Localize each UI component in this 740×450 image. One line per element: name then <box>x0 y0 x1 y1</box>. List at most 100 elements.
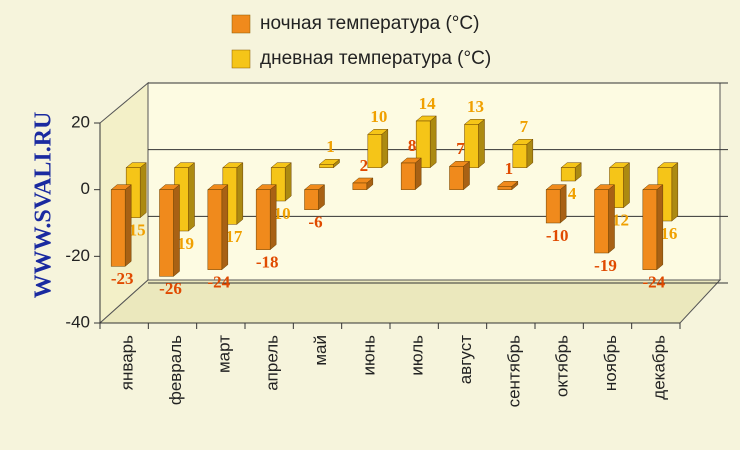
bar-front <box>207 189 223 270</box>
bar-front <box>545 189 561 224</box>
bar-front <box>464 124 479 168</box>
bar-side <box>559 184 567 224</box>
bar-side <box>284 162 292 202</box>
x-tick-label: июнь <box>359 335 378 376</box>
bar <box>560 162 582 182</box>
value-label: -24 <box>207 273 230 292</box>
x-tick-label: сентябрь <box>504 335 523 408</box>
bar <box>512 138 534 169</box>
bar-front <box>159 189 174 277</box>
value-label: -6 <box>308 213 322 232</box>
bar-side <box>623 162 630 209</box>
value-label: -19 <box>594 256 617 275</box>
x-tick-label: май <box>311 335 330 366</box>
value-label: -26 <box>159 279 182 298</box>
value-label: 19 <box>177 234 194 253</box>
bar-front <box>319 164 334 168</box>
bar <box>367 128 389 169</box>
value-label: -18 <box>256 253 279 272</box>
bar <box>400 157 422 191</box>
bar-side <box>608 184 615 254</box>
legend-swatch <box>231 49 251 69</box>
value-label: 2 <box>360 156 369 175</box>
watermark: WWW.SVALI.RU <box>31 112 57 299</box>
bar <box>352 177 374 191</box>
bar <box>545 184 567 224</box>
bar-front <box>400 162 416 190</box>
y-tick-label: -20 <box>65 246 90 265</box>
bar <box>497 180 519 191</box>
bar-side <box>671 162 679 222</box>
value-label: 8 <box>408 136 417 155</box>
value-label: 13 <box>467 97 484 116</box>
bar <box>318 158 341 169</box>
bar-front <box>110 189 126 267</box>
value-label: 4 <box>568 184 577 203</box>
bar-side <box>478 118 485 169</box>
value-label: 14 <box>419 94 437 113</box>
x-tick-label: февраль <box>166 335 185 405</box>
value-label: -24 <box>642 273 665 292</box>
bar-front <box>367 134 383 168</box>
bar-side <box>236 162 244 225</box>
x-tick-label: ноябрь <box>601 335 620 391</box>
bar-front <box>352 182 368 190</box>
bar <box>207 184 229 271</box>
value-label: 17 <box>225 227 243 246</box>
bar-front <box>594 189 609 254</box>
value-label: -23 <box>111 269 134 288</box>
value-label: 10 <box>274 204 291 223</box>
bar-side <box>656 184 664 271</box>
value-label: 16 <box>660 224 677 243</box>
value-label: 10 <box>370 107 387 126</box>
bar <box>463 118 486 169</box>
x-tick-label: август <box>456 335 475 384</box>
bar-side <box>381 128 389 169</box>
y-tick-label: 0 <box>81 179 90 198</box>
bar-side <box>188 162 195 232</box>
value-label: 15 <box>129 221 146 240</box>
bar-front <box>255 189 271 250</box>
y-tick-label: -40 <box>65 312 90 331</box>
bar-side <box>269 184 277 251</box>
value-label: 1 <box>505 159 514 178</box>
bar-front <box>512 144 528 168</box>
value-label: -10 <box>546 226 569 245</box>
bar <box>415 115 437 169</box>
bar <box>448 160 471 191</box>
bar-side <box>414 157 422 191</box>
bar-side <box>173 184 180 277</box>
legend-label: ночная температура (°С) <box>260 13 479 34</box>
bar-side <box>124 184 132 267</box>
bar <box>255 184 277 251</box>
bar <box>158 184 181 277</box>
bar <box>593 184 616 254</box>
bar-front <box>560 167 576 182</box>
legend-swatch <box>231 14 251 34</box>
x-tick-label: декабрь <box>649 335 668 400</box>
floor <box>98 279 722 324</box>
bar <box>110 184 132 267</box>
bar <box>608 162 631 209</box>
x-tick-label: октябрь <box>553 335 572 397</box>
y-tick-label: 20 <box>71 112 90 131</box>
value-label: 7 <box>520 117 529 136</box>
x-tick-label: июль <box>408 335 427 376</box>
bar-front <box>304 189 319 210</box>
bar-side <box>139 162 147 219</box>
bar-front <box>449 166 464 190</box>
x-tick-label: январь <box>118 335 137 390</box>
bar <box>642 184 664 271</box>
bar-front <box>642 189 658 270</box>
bar <box>303 184 326 211</box>
legend-label: дневная температура (°С) <box>260 48 491 69</box>
bar-front <box>497 186 513 190</box>
value-label: 12 <box>612 211 629 230</box>
value-label: 1 <box>326 137 335 156</box>
bar-side <box>221 184 229 271</box>
x-tick-label: апрель <box>263 335 282 391</box>
value-label: 7 <box>456 139 465 158</box>
bar-side <box>429 115 437 169</box>
x-tick-label: март <box>214 335 233 373</box>
